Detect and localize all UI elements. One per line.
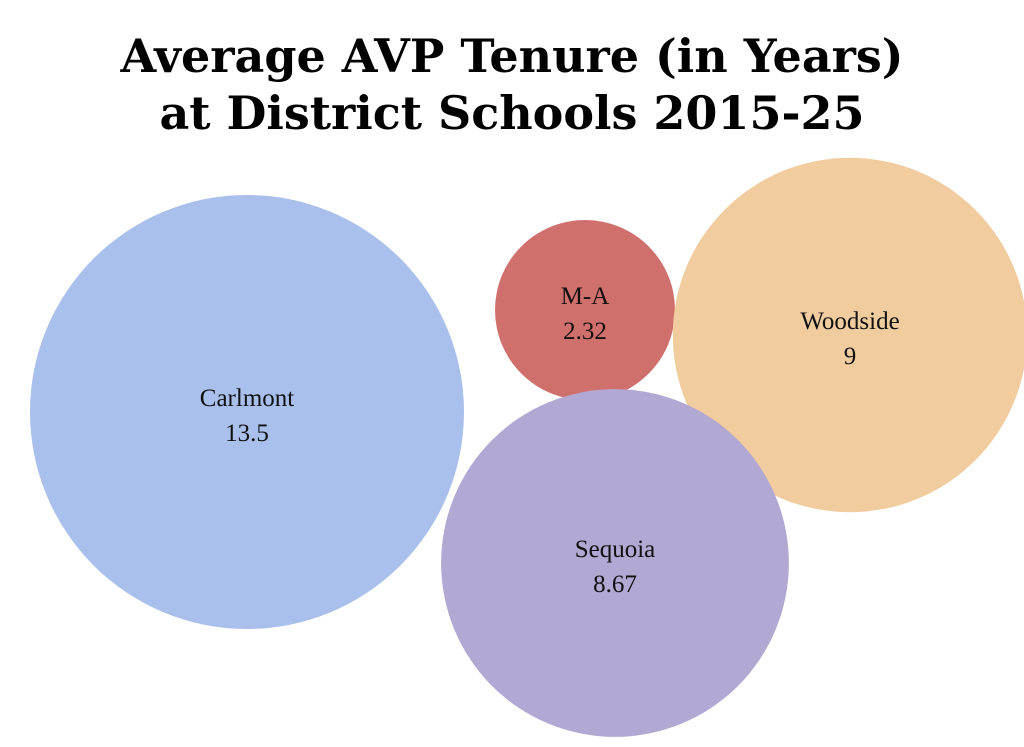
bubble-name-label: M-A [561,283,610,310]
bubble-circle-woodside [672,157,1024,513]
bubble-circle-carlmont [30,195,464,629]
bubble-value-label: 8.67 [593,571,637,598]
chart-title-line-2: at District Schools 2015-25 [159,86,865,140]
chart-title-line-1: Average AVP Tenure (in Years) [120,29,904,83]
bubble-name-label: Sequoia [575,536,656,563]
chart-title: Average AVP Tenure (in Years) at Distric… [0,28,1024,142]
bubble-sequoia: Sequoia 8.67 [441,389,789,737]
bubble-value-label: 13.5 [225,420,269,447]
bubble-carlmont: Carlmont 13.5 [30,195,464,629]
bubble-name-label: Carlmont [200,385,294,412]
bubble-circle-m-a [495,220,675,400]
bubble-circle-sequoia [441,389,789,737]
bubble-value-label: 2.32 [563,318,607,345]
bubble-value-label: 9 [844,343,857,370]
bubble-woodside: Woodside 9 [672,157,1024,513]
bubble-name-label: Woodside [800,308,899,335]
bubble-m-a: M-A 2.32 [495,220,675,400]
